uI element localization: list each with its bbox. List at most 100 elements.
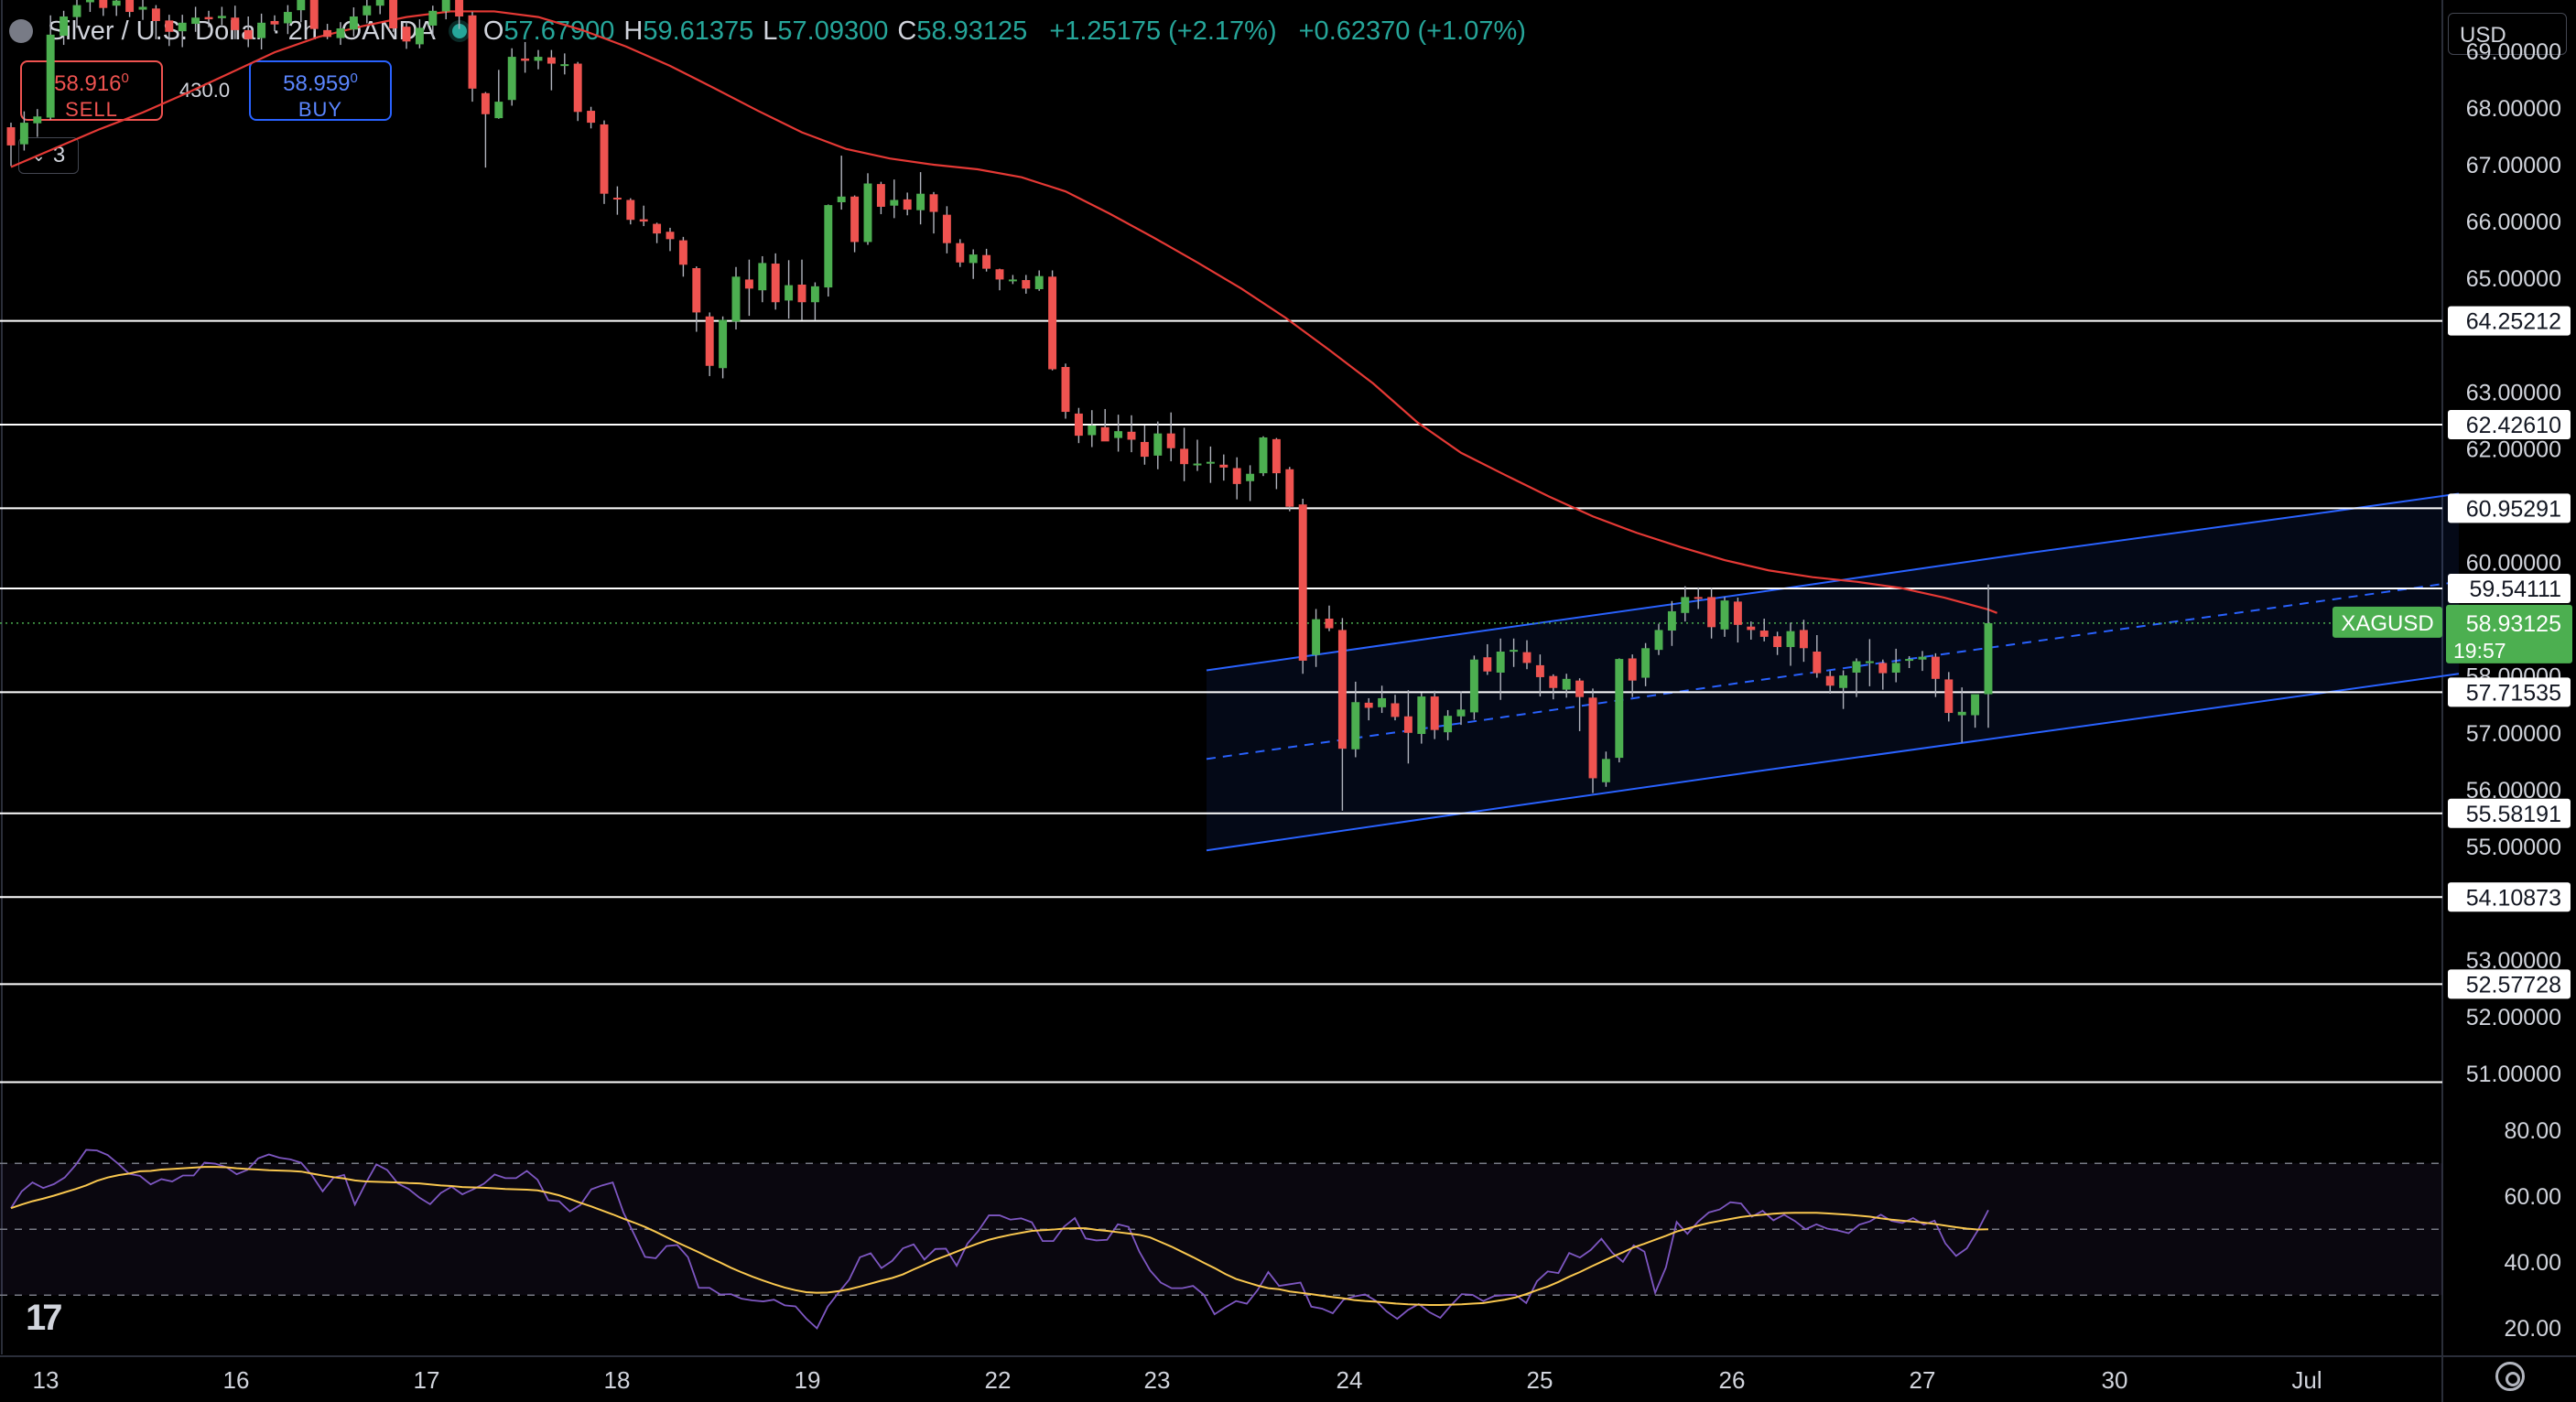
- candle-body: [428, 10, 438, 26]
- candle-body: [468, 15, 477, 89]
- candle-body: [903, 199, 912, 210]
- candle-body: [678, 240, 687, 265]
- candle: [1641, 642, 1651, 686]
- candle-body: [1378, 697, 1387, 707]
- candle: [929, 191, 938, 234]
- candle: [1114, 415, 1123, 452]
- candle: [125, 0, 135, 17]
- candle: [1654, 623, 1663, 655]
- candle: [1430, 690, 1439, 739]
- candle: [1905, 655, 1914, 669]
- candle-body: [1061, 367, 1070, 413]
- sell-button[interactable]: 58.9160 SELL: [20, 60, 163, 121]
- candle-body: [309, 0, 319, 29]
- candle: [270, 15, 279, 32]
- candle: [573, 61, 582, 122]
- candle: [112, 0, 121, 16]
- candle: [46, 15, 55, 120]
- level-label: 54.10873: [2466, 885, 2561, 911]
- candle: [244, 16, 253, 48]
- buy-button[interactable]: 58.9590 BUY: [249, 60, 392, 121]
- candle-body: [1469, 659, 1478, 713]
- candle-body: [810, 286, 819, 303]
- candle-body: [138, 6, 147, 10]
- candle-body: [1034, 275, 1044, 289]
- candle: [1931, 652, 1940, 697]
- channel-fill: [1207, 493, 2459, 851]
- candle: [1180, 427, 1189, 481]
- candle: [982, 248, 991, 272]
- candle-body: [217, 16, 226, 18]
- candle: [375, 0, 384, 15]
- candle: [349, 7, 358, 37]
- candle-body: [1694, 597, 1703, 599]
- candle-body: [1008, 279, 1017, 282]
- candle: [1022, 275, 1031, 294]
- candle: [1562, 674, 1571, 698]
- candle-body: [1074, 413, 1083, 437]
- current-price-value: 58.93125: [2466, 611, 2561, 637]
- gear-icon[interactable]: [2495, 1362, 2525, 1391]
- candle-body: [1100, 426, 1109, 442]
- candle-body: [1931, 656, 1940, 679]
- candle-body: [916, 193, 925, 210]
- candle: [1707, 588, 1716, 639]
- candle-body: [1799, 630, 1808, 649]
- candle-body: [1272, 438, 1281, 474]
- candle-body: [1720, 600, 1729, 630]
- price-change: +1.25175 (+2.17%): [1049, 16, 1277, 46]
- level-label-bg: [2448, 798, 2571, 828]
- time-tick-label: 30: [2102, 1366, 2128, 1394]
- candle-body: [1891, 663, 1900, 673]
- candle: [771, 253, 780, 310]
- candle: [1891, 648, 1900, 683]
- candle: [995, 268, 1004, 291]
- candle-body: [323, 29, 332, 38]
- market-status-icon: [451, 24, 467, 38]
- candle: [99, 0, 108, 16]
- candle: [1535, 654, 1544, 697]
- candle: [678, 236, 687, 277]
- candle: [402, 21, 411, 49]
- candle-body: [349, 16, 358, 30]
- candle-body: [1180, 448, 1189, 465]
- candle: [1549, 674, 1558, 700]
- candle-body: [824, 205, 833, 288]
- candle-body: [270, 20, 279, 25]
- candle-body: [1957, 711, 1966, 716]
- candle-body: [653, 223, 662, 234]
- candle-body: [560, 64, 569, 67]
- symbol-title[interactable]: Silver / U.S. Dollar · 2h · OANDA: [48, 16, 436, 46]
- candle-body: [1575, 680, 1585, 697]
- candle-body: [481, 92, 490, 114]
- currency-selector[interactable]: USD: [2448, 13, 2567, 55]
- candle-body: [534, 57, 543, 61]
- candle: [191, 6, 200, 32]
- candle: [1285, 467, 1294, 512]
- candle-body: [1206, 461, 1215, 464]
- candle: [639, 205, 648, 227]
- level-label: 52.57728: [2466, 972, 2561, 998]
- candle-body: [1641, 648, 1651, 678]
- price-tick-label: 62.00000: [2466, 437, 2561, 462]
- time-tick-label: 17: [414, 1366, 440, 1394]
- candle: [1575, 678, 1585, 731]
- rsi-tick-label: 60.00: [2504, 1184, 2561, 1210]
- candle: [85, 0, 94, 13]
- candle-body: [666, 232, 675, 240]
- rsi-tick-label: 80.00: [2504, 1118, 2561, 1144]
- price-tick-label: 67.00000: [2466, 153, 2561, 178]
- candle: [1219, 454, 1228, 481]
- candle-body: [626, 200, 635, 221]
- candle: [824, 204, 833, 297]
- price-tick-label: 66.00000: [2466, 210, 2561, 235]
- candle-body: [731, 276, 741, 322]
- candle-body: [1707, 597, 1716, 628]
- candle: [850, 195, 860, 253]
- candle: [1522, 640, 1532, 670]
- level-label-bg: [2448, 969, 2571, 999]
- candle-body: [33, 116, 42, 124]
- candle-body: [85, 0, 94, 3]
- candle-body: [1337, 630, 1347, 750]
